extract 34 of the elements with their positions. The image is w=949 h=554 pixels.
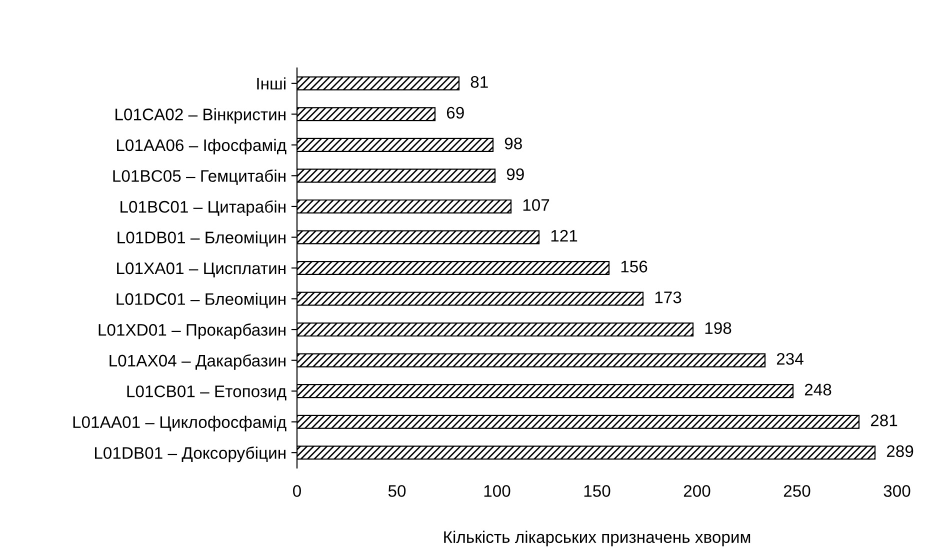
- y-tick-label: L01AA06 – Іфосфамід: [117, 138, 286, 154]
- x-tick-label: 150: [584, 485, 610, 497]
- y-tick-label: L01BC01 – Цитарабін: [120, 200, 286, 216]
- data-label: 289: [886, 445, 914, 458]
- y-tick-label: L01XA01 – Цисплатин: [117, 262, 286, 278]
- y-tick-label: L01CA02 – Вінкристин: [116, 108, 286, 124]
- data-label: 156: [621, 260, 648, 272]
- data-label: 198: [705, 322, 732, 334]
- y-tick-label: L01XD01 – Прокарбазин: [98, 323, 286, 340]
- data-label: 99: [506, 168, 524, 180]
- x-tick-label: 50: [388, 485, 406, 497]
- x-tick-label: 200: [684, 485, 710, 497]
- y-tick-label: L01AX04 – Дакарбазин: [110, 354, 286, 370]
- data-label: 107: [523, 199, 550, 211]
- y-tick-label: L01DB01 – Доксорубіцин: [95, 446, 286, 462]
- x-tick-label: 300: [884, 485, 910, 497]
- data-label: 234: [776, 352, 804, 365]
- data-label: 248: [804, 384, 832, 396]
- y-tick-label: L01BC05 – Гемцитабін: [113, 170, 286, 186]
- x-tick-label: 250: [784, 485, 810, 497]
- x-tick-label: 100: [484, 485, 510, 497]
- y-tick-label: L01DB01 – Блеоміцин: [118, 231, 286, 247]
- data-label: 81: [470, 76, 488, 88]
- data-label: 281: [870, 414, 898, 426]
- y-tick-label: L01CB01 – Етопозид: [127, 385, 286, 400]
- data-label: 173: [655, 291, 682, 304]
- data-label: 98: [504, 138, 522, 150]
- y-tick-label: L01DC01 – Блеоміцин: [116, 292, 286, 308]
- x-axis-title: Кількість лікарських призначень хворим: [444, 530, 750, 546]
- x-tick-label: 0: [293, 485, 301, 497]
- data-label: 121: [551, 230, 578, 242]
- data-label: 69: [446, 106, 464, 119]
- y-tick-label: L01AA01 – Циклофосфамід: [73, 416, 286, 432]
- y-tick-label: Інші: [257, 77, 286, 90]
